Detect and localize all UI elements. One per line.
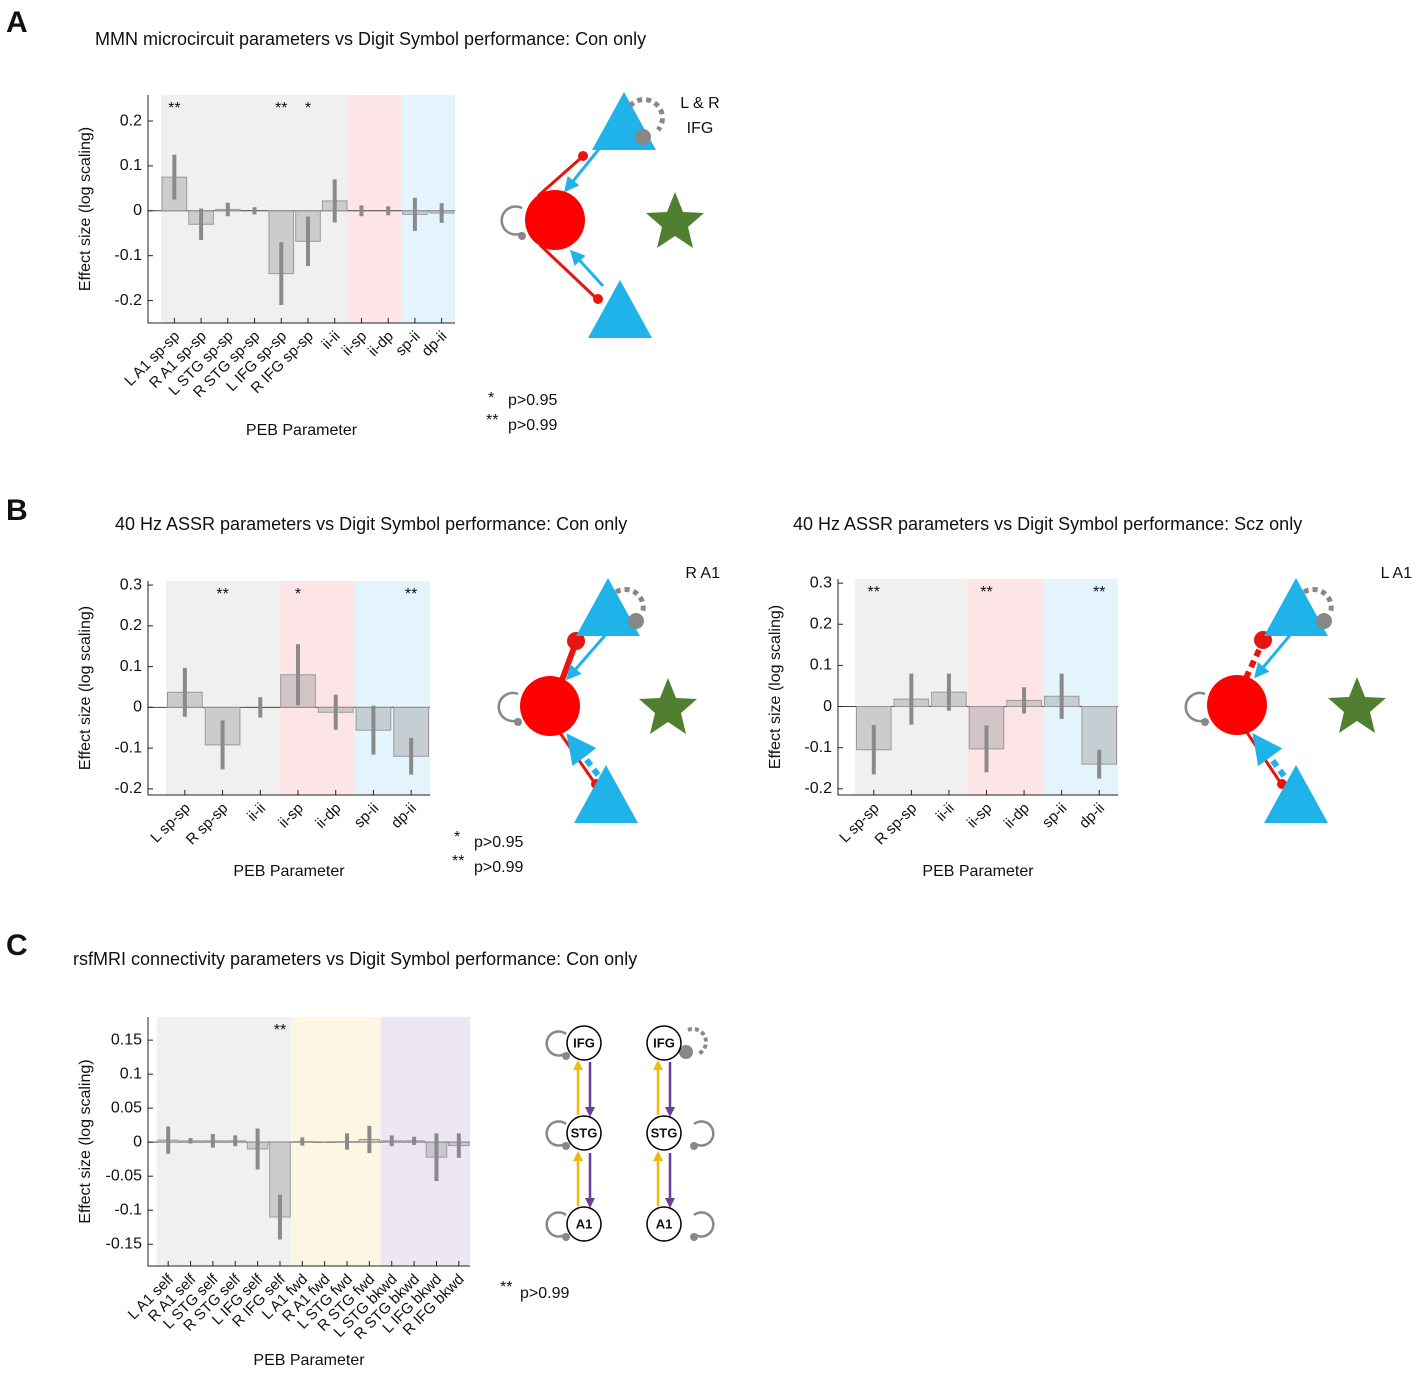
significance-star: ** [980, 584, 992, 601]
diagram-label: L & R [680, 95, 719, 112]
x-tick-label: ii-sp [964, 800, 995, 831]
y-tick-label: -0.05 [106, 1167, 143, 1184]
y-tick-label: 0.15 [111, 1031, 142, 1048]
diagram-c: IFG STG A1 IFG STG A1 [547, 1026, 714, 1241]
y-tick-label: 0 [133, 202, 142, 219]
y-axis-label: Effect size (log scaling) [767, 605, 784, 769]
x-axis-label: PEB Parameter [253, 1352, 365, 1369]
y-tick-label: -0.1 [114, 739, 142, 756]
group-background [968, 579, 1043, 795]
x-axis-label: PEB Parameter [922, 863, 1034, 880]
diagram-label: L A1 [1381, 565, 1413, 582]
legend-stars: * [454, 829, 460, 846]
y-tick-label: -0.1 [114, 247, 142, 264]
panel-label: A [6, 6, 28, 39]
group-background [402, 95, 455, 323]
y-tick-label: 0.2 [810, 615, 832, 632]
y-tick-label: 0.2 [120, 617, 142, 634]
x-tick-label: ii-dp [312, 800, 344, 832]
y-tick-label: 0.3 [120, 576, 142, 593]
legend-text: p>0.99 [474, 859, 523, 876]
group-background [355, 581, 430, 795]
node-label: A1 [576, 1216, 593, 1231]
bar-chart: rsfMRI connectivity parameters vs Digit … [73, 949, 637, 1369]
chart-title: 40 Hz ASSR parameters vs Digit Symbol pe… [793, 514, 1302, 534]
chart-title: rsfMRI connectivity parameters vs Digit … [73, 949, 637, 969]
x-tick-label: ii-ii [933, 800, 958, 825]
chart-title: MMN microcircuit parameters vs Digit Sym… [95, 29, 646, 49]
x-axis-label: PEB Parameter [246, 422, 358, 439]
x-tick-label: dp-ii [1076, 800, 1108, 832]
panel-label: C [6, 929, 28, 962]
x-tick-label: ii-dp [1001, 800, 1033, 832]
y-tick-label: -0.2 [114, 292, 142, 309]
significance-star: * [305, 100, 311, 117]
y-tick-label: 0.1 [120, 1065, 142, 1082]
y-axis-label: Effect size (log scaling) [77, 127, 94, 291]
diagram-b-con: R A1 [499, 565, 720, 823]
legend-stars: ** [500, 1279, 512, 1296]
significance-star: ** [168, 100, 180, 117]
significance-star: * [295, 586, 301, 603]
significance-star: ** [274, 1022, 286, 1039]
x-tick-label: ii-dp [365, 328, 397, 360]
y-tick-label: 0.1 [120, 658, 142, 675]
y-tick-label: 0.1 [810, 657, 832, 674]
x-tick-label: R sp-sp [183, 800, 232, 849]
y-tick-label: -0.2 [804, 780, 832, 797]
y-axis-label: Effect size (log scaling) [77, 606, 94, 770]
node-label: IFG [653, 1035, 675, 1050]
y-tick-label: -0.1 [804, 739, 832, 756]
y-tick-label: 0.3 [810, 574, 832, 591]
x-tick-label: sp-ii [392, 328, 423, 359]
y-tick-label: -0.1 [114, 1201, 142, 1218]
figure: A B C * p>0.95 ** p>0.99 * p>0.95 ** p>0… [0, 0, 1418, 1373]
x-tick-label: sp-ii [1039, 800, 1070, 831]
y-axis-label: Effect size (log scaling) [77, 1059, 94, 1223]
x-tick-label: ii-sp [339, 328, 370, 359]
panel-label: B [6, 494, 28, 527]
x-tick-label: sp-ii [351, 800, 382, 831]
x-tick-label: R sp-sp [872, 800, 921, 849]
node-label: A1 [656, 1216, 673, 1231]
significance-star: ** [1093, 584, 1105, 601]
legend-stars: * [488, 390, 494, 407]
legend-text: p>0.95 [508, 392, 557, 409]
significance-star: ** [405, 586, 417, 603]
y-tick-label: 0.05 [111, 1099, 142, 1116]
legend-stars: ** [452, 853, 464, 870]
node-label: IFG [573, 1035, 595, 1050]
y-tick-label: 0.2 [120, 112, 142, 129]
y-tick-label: 0 [133, 1133, 142, 1150]
significance-star: ** [275, 100, 287, 117]
x-tick-label: ii-sp [275, 800, 306, 831]
legend-text: p>0.99 [520, 1285, 569, 1302]
y-tick-label: -0.2 [114, 780, 142, 797]
y-tick-label: 0 [133, 699, 142, 716]
x-tick-label: dp-ii [388, 800, 420, 832]
legend-text: p>0.99 [508, 417, 557, 434]
x-tick-label: ii-ii [244, 800, 269, 825]
y-tick-label: -0.15 [106, 1235, 143, 1252]
legend-text: p>0.95 [474, 834, 523, 851]
legend-stars: ** [486, 412, 498, 429]
significance-star: ** [868, 584, 880, 601]
diagram-b-scz: L A1 [1186, 565, 1412, 823]
significance-star: ** [216, 586, 228, 603]
node-label: STG [651, 1125, 678, 1140]
chart-title: 40 Hz ASSR parameters vs Digit Symbol pe… [115, 514, 627, 534]
x-axis-label: PEB Parameter [233, 863, 345, 880]
x-tick-label: dp-ii [418, 328, 450, 360]
diagram-label: IFG [687, 120, 714, 137]
group-background [348, 95, 401, 323]
node-label: STG [571, 1125, 598, 1140]
y-tick-label: 0.1 [120, 157, 142, 174]
y-tick-label: 0 [823, 698, 832, 715]
diagram-a: L & R IFG [502, 92, 720, 338]
diagram-label: R A1 [685, 565, 720, 582]
